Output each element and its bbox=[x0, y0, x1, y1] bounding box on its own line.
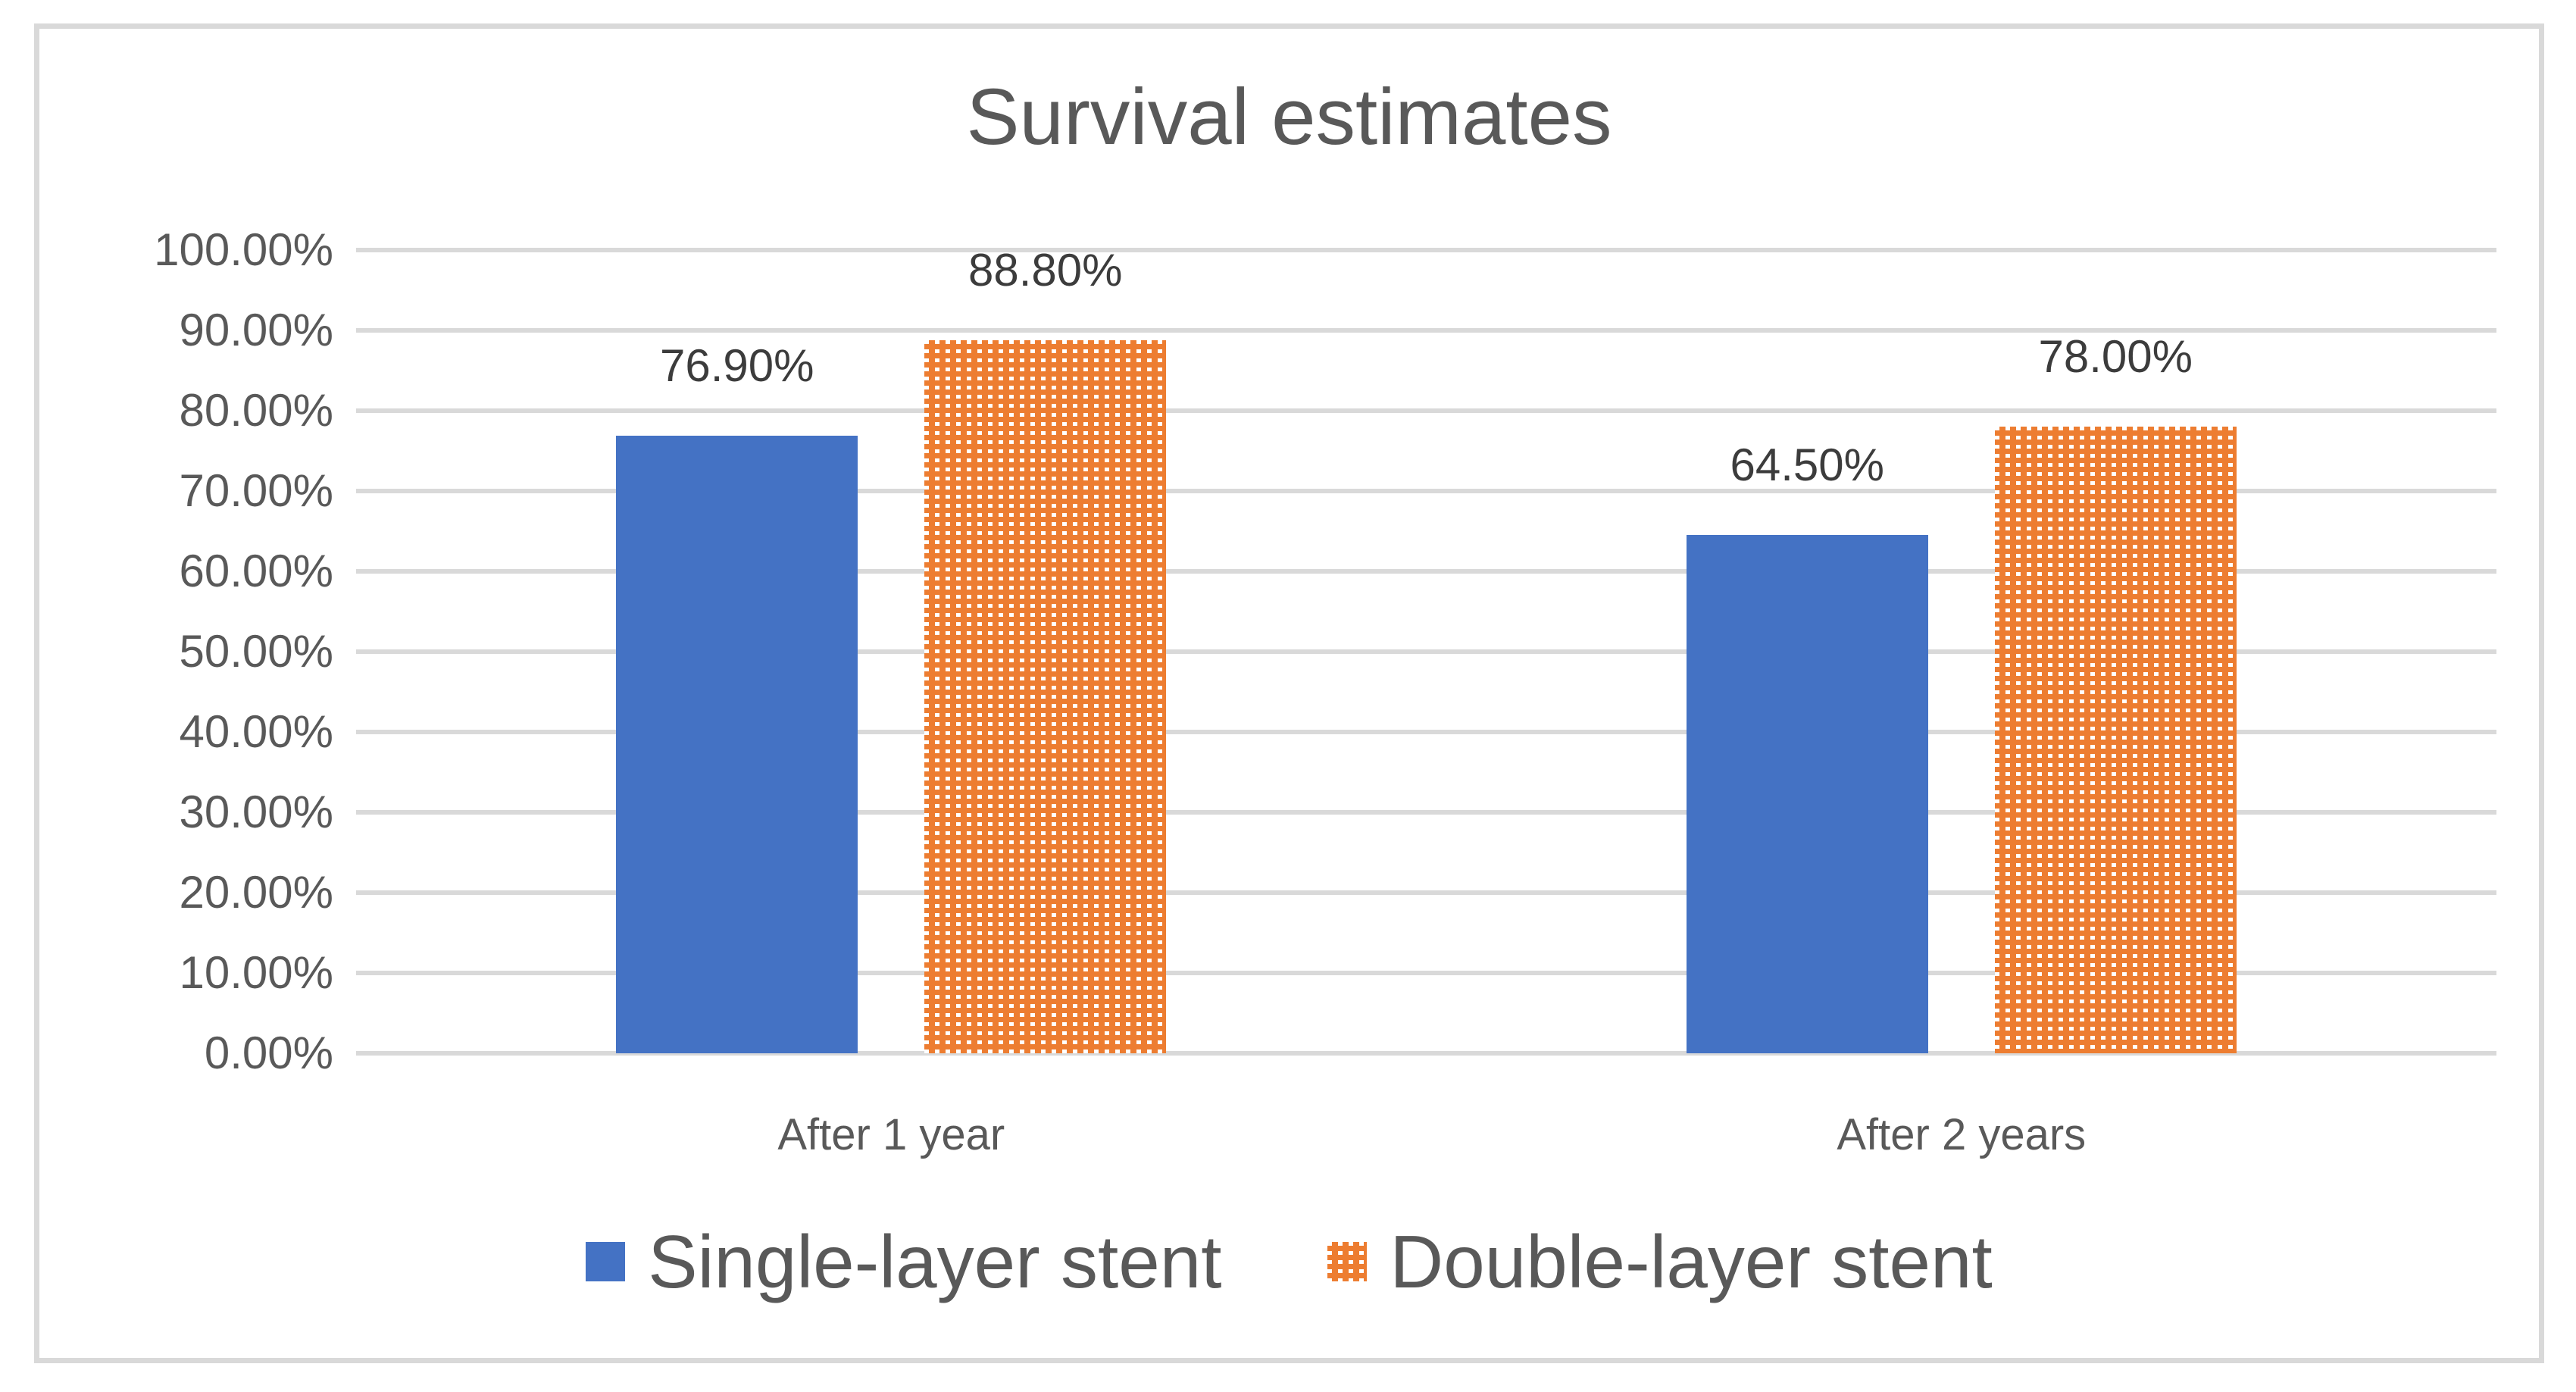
x-axis-category-label-2: After 2 years bbox=[1837, 1110, 2087, 1159]
y-axis-tick-label-40: 40.00% bbox=[179, 706, 334, 757]
y-axis-tick-label-50: 50.00% bbox=[179, 626, 334, 677]
y-axis-tick-label-80: 80.00% bbox=[179, 385, 334, 436]
legend-item-single-layer: Single-layer stent bbox=[586, 1218, 1221, 1306]
y-axis-tick-label-100: 100.00% bbox=[154, 224, 333, 275]
legend-swatch-double-layer bbox=[1327, 1242, 1368, 1281]
data-label-double-layer-stent-cat2: 78.00% bbox=[2038, 331, 2193, 382]
data-label-single-layer-stent-cat1: 76.90% bbox=[660, 340, 814, 391]
gridline-90 bbox=[356, 328, 2496, 333]
gridline-50 bbox=[356, 649, 2496, 654]
bar-double-layer-stent-cat1 bbox=[924, 340, 1167, 1053]
legend-label-single-layer: Single-layer stent bbox=[648, 1219, 1222, 1303]
gridline-100 bbox=[356, 248, 2496, 252]
gridline-80 bbox=[356, 408, 2496, 413]
legend-label-double-layer: Double-layer stent bbox=[1390, 1219, 1993, 1303]
gridline-30 bbox=[356, 810, 2496, 815]
legend-item-double-layer: Double-layer stent bbox=[1327, 1218, 1993, 1306]
bar-single-layer-stent-cat1 bbox=[616, 436, 858, 1053]
y-axis-tick-label-70: 70.00% bbox=[179, 465, 334, 516]
gridline-60 bbox=[356, 569, 2496, 574]
legend: Single-layer stent Double-layer stent bbox=[34, 1212, 2544, 1311]
data-label-double-layer-stent-cat1: 88.80% bbox=[968, 245, 1123, 296]
x-axis-category-label-1: After 1 year bbox=[777, 1110, 1005, 1159]
bar-single-layer-stent-cat2 bbox=[1686, 535, 1928, 1053]
y-axis-tick-label-30: 30.00% bbox=[179, 787, 334, 837]
gridline-20 bbox=[356, 890, 2496, 895]
gridline-0 bbox=[356, 1051, 2496, 1056]
y-axis-tick-label-90: 90.00% bbox=[179, 305, 334, 355]
legend-swatch-single-layer bbox=[586, 1242, 626, 1281]
y-axis-tick-label-60: 60.00% bbox=[179, 546, 334, 596]
gridline-40 bbox=[356, 730, 2496, 734]
data-label-single-layer-stent-cat2: 64.50% bbox=[1730, 439, 1885, 490]
y-axis-tick-label-0: 0.00% bbox=[204, 1028, 333, 1078]
bar-double-layer-stent-cat2 bbox=[1994, 427, 2237, 1053]
y-axis-tick-label-20: 20.00% bbox=[179, 867, 334, 918]
y-axis-tick-label-10: 10.00% bbox=[179, 947, 334, 998]
chart-title: Survival estimates bbox=[966, 73, 1612, 161]
gridline-10 bbox=[356, 971, 2496, 975]
gridline-70 bbox=[356, 489, 2496, 493]
